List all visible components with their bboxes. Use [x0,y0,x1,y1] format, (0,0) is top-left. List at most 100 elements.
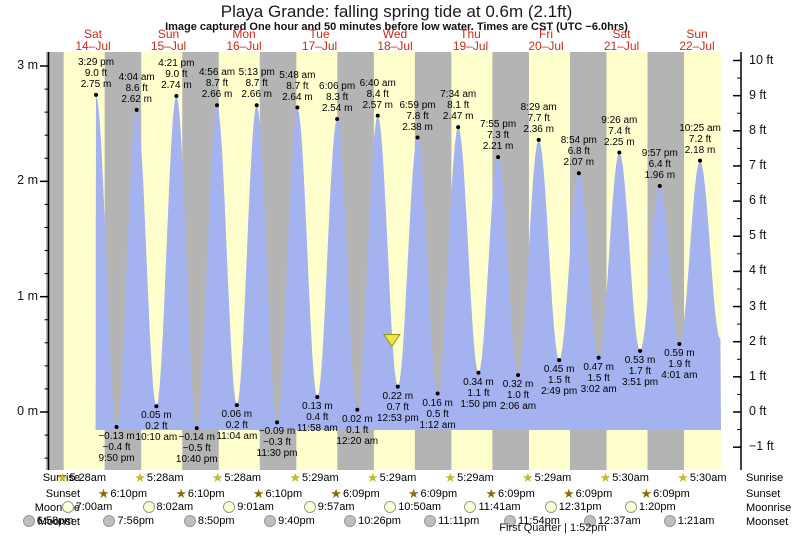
sunset-time: ★ 6:09pm [330,486,380,501]
sunset-time: ★ 6:09pm [485,486,535,501]
y-axis-right-tick: 10 ft [749,52,774,67]
moonrise-icon [624,501,637,513]
moonrise-time: 1:20pm [624,501,676,513]
low-tide-annotation: −0.14 m −0.5 ft 10:40 pm [175,432,218,466]
sunset-icon: ★ [252,486,265,501]
high-tide-annotation: 4:56 am 8.7 ft 2.66 m [198,67,236,101]
moonset-icon [264,515,277,527]
moonrise-icon [142,501,155,513]
day-label: Sun 15–Jul [150,27,187,53]
sunrise-label: Sunrise [746,472,784,484]
tide-extreme-dot [496,155,501,160]
low-tide-annotation: 0.45 m 1.5 ft 2:49 pm [541,364,578,398]
day-label: Sat 14–Jul [75,27,111,53]
moonset-icon [103,515,116,527]
moonrise-icon [223,501,236,513]
tide-extreme-dot [617,150,622,155]
y-axis-right-tick: 7 ft [749,157,767,172]
sunset-time: ★ 6:09pm [407,486,458,501]
moonrise-time: 7:00am [61,501,112,513]
low-tide-annotation: 0.13 m 0.4 ft 11:58 am [296,401,338,434]
high-tide-annotation: 7:34 am 8.1 ft 2.47 m [440,89,477,123]
tide-extreme-dot [516,373,521,378]
sunrise-time: ★ 5:29am [522,470,572,485]
low-tide-annotation: 0.53 m 1.7 ft 3:51 pm [621,354,659,388]
sunset-time: ★ 6:10pm [252,486,303,501]
moonrise-icon [384,501,397,513]
day-label: Sat 21–Jul [603,27,640,53]
astro-row-moonrise: Moonrise 7:00am 8:02am 9:01am 9:57am 10:50am 1… [0,501,793,516]
sunset-time: ★ 6:10pm [175,486,225,501]
low-tide-annotation: 0.16 m 0.5 ft 1:12 am [419,397,456,431]
moonrise-icon [61,501,74,513]
tide-extreme-dot [677,341,682,346]
high-tide-annotation: 4:04 am 8.6 ft 2.62 m [118,71,155,105]
moonset-time: 12:37am [583,515,641,527]
moonset-icon [183,515,196,527]
astro-row-moonset: Moonset 6:58pm 7:56pm 8:50pm 9:40pm 10:26pm 11… [0,515,793,530]
tide-extreme-dot [536,137,541,142]
y-axis-right-tick: 1 ft [749,368,767,383]
moonrise-time: 12:31pm [544,501,602,513]
tide-extreme-dot [557,358,562,363]
low-tide-annotation: 0.05 m 0.2 ft 10:10 am [135,410,178,444]
tide-extreme-dot [638,348,643,353]
y-axis-left-tick: 1 m [17,288,38,303]
sunrise-time: ★ 5:28am [211,470,262,485]
sunset-icon: ★ [407,486,420,501]
y-axis-left-tick: 0 m [17,404,38,418]
sunset-icon: ★ [175,486,187,501]
high-tide-annotation: 9:57 pm 6.4 ft 1.96 m [641,147,678,181]
tide-extreme-dot [456,125,461,130]
astro-row-sunrise: Sunrise ★ 5:28am ★ 5:28am ★ 5:28am ★ 5:29am ★ 5:29… [0,471,793,486]
moonset-icon [22,515,35,527]
high-tide-annotation: 6:40 am 8.4 ft 2.57 m [359,77,396,111]
moonset-icon [663,515,676,527]
moonset-icon [424,515,437,527]
moonrise-time: 8:02am [142,501,193,513]
sunset-icon: ★ [97,486,110,501]
sunset-time: ★ 6:10pm [97,486,148,501]
tide-extreme-dot [154,404,159,409]
y-axis-left-tick: 3 m [17,58,38,72]
tide-extreme-dot [114,424,119,429]
sunrise-icon: ★ [211,470,224,485]
sunset-label: Sunset [746,488,781,500]
day-label: Mon 16–Jul [226,27,262,53]
astro-row-sunset: Sunset ★ 6:10pm ★ 6:10pm ★ 6:10pm ★ 6:09pm ★ 6:09p… [0,487,793,502]
sunrise-icon: ★ [366,470,379,485]
high-tide-annotation: 4:21 pm 9.0 ft 2.74 m [158,57,195,91]
tide-extreme-dot [215,103,220,108]
tide-extreme-dot [476,370,481,375]
tide-extreme-dot [234,403,239,408]
moonset-icon [344,515,357,527]
high-tide-annotation: 10:25 am 7.2 ft 2.18 m [679,122,721,156]
sunset-icon: ★ [485,486,498,501]
sunset-time: ★ 6:09pm [640,486,690,501]
moonset-time: 9:40pm [264,515,315,527]
tide-extreme-dot [657,183,662,188]
y-axis-right-tick: 3 ft [749,298,767,313]
sunrise-icon: ★ [289,470,302,485]
y-axis-right-tick: 6 ft [749,193,767,208]
y-axis-right-tick: 2 ft [749,333,767,348]
tide-extreme-dot [698,158,703,163]
capture-note: Image captured One hour and 50 minutes b… [165,21,628,33]
tide-extreme-dot [94,92,99,97]
low-tide-annotation: 0.32 m 1.0 ft 2:06 am [500,379,537,413]
high-tide-annotation: 8:54 pm 6.8 ft 2.07 m [560,135,597,169]
sunrise-icon: ★ [522,470,534,485]
moonrise-time: 10:50am [384,501,441,513]
day-label: Fri 20–Jul [528,27,564,53]
high-tide-annotation: 7:55 pm 7.3 ft 2.21 m [480,119,517,153]
y-axis-right-tick: 5 ft [749,228,767,243]
low-tide-annotation: −0.13 m −0.4 ft 9:50 pm [98,430,135,464]
y-axis-right-tick: −1 ft [749,439,774,454]
sunrise-time: ★ 5:28am [134,470,184,485]
sunset-icon: ★ [640,486,653,501]
day-label: Thu 19–Jul [452,27,489,53]
high-tide-annotation: 5:13 pm 8.7 ft 2.66 m [238,67,275,101]
high-tide-annotation: 8:29 am 7.7 ft 2.36 m [520,101,557,135]
tide-extreme-dot [254,103,259,108]
